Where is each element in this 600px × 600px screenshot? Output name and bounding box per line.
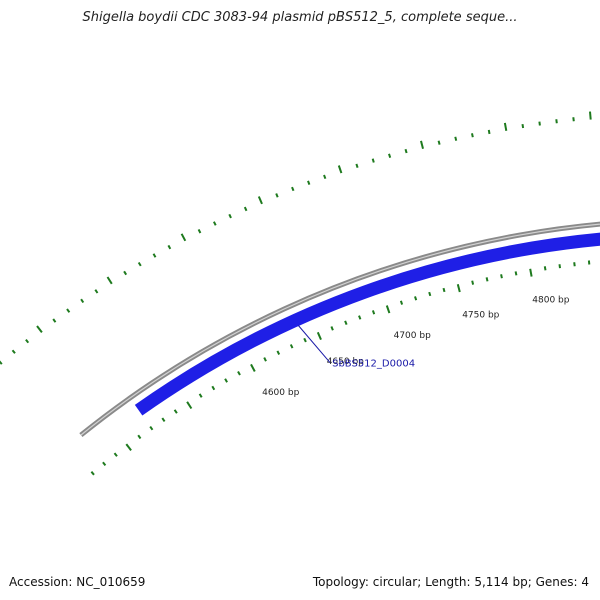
- outer-tick-mark: [371, 158, 375, 163]
- inner-tick-mark: [186, 401, 193, 410]
- inner-tick-mark: [237, 371, 241, 376]
- outer-tick-mark: [80, 298, 85, 304]
- inner-tick-mark: [471, 280, 475, 285]
- inner-tick-mark: [161, 417, 166, 422]
- outer-tick-mark: [572, 117, 575, 122]
- inner-tick-mark: [102, 461, 107, 467]
- outer-tick-mark: [503, 122, 508, 131]
- outer-tick-mark: [404, 148, 408, 154]
- inner-tick-mark: [276, 350, 281, 355]
- ruler-label: 4750 bp: [462, 310, 499, 320]
- outer-tick-mark: [355, 163, 359, 169]
- gene-SbBS512_D0004[interactable]: [134, 232, 600, 416]
- gene-track: [134, 232, 600, 416]
- outer-tick-mark: [228, 213, 232, 219]
- ruler-label: 4800 bp: [532, 295, 569, 305]
- inner-tick-mark: [399, 300, 404, 305]
- outer-tick-mark: [0, 360, 3, 365]
- outer-tick-mark: [471, 133, 474, 138]
- inner-tick-mark: [385, 305, 391, 314]
- outer-tick-mark: [555, 119, 558, 124]
- inner-tick-mark: [543, 266, 547, 271]
- inner-tick-mark: [250, 363, 256, 372]
- inner-tick-mark: [442, 287, 446, 293]
- inner-tick-mark: [371, 310, 376, 315]
- inner-tick-mark: [573, 262, 576, 267]
- outer-tick-mark: [291, 186, 295, 192]
- inner-tick-mark: [558, 264, 561, 269]
- outer-tick-mark: [437, 140, 441, 145]
- inner-tick-mark: [514, 271, 518, 276]
- accession-label: Accession: NC_010659: [9, 575, 146, 589]
- outer-tick-mark: [323, 174, 327, 180]
- outer-tick-mark: [152, 253, 157, 258]
- ruler-label: 4650 bp: [327, 357, 364, 367]
- outer-tick-mark: [420, 140, 424, 149]
- ruler-label: 4600 bp: [262, 388, 299, 398]
- outer-tick-mark: [52, 318, 57, 323]
- inner-tick-mark: [428, 291, 432, 297]
- outer-tick-mark: [521, 123, 525, 129]
- inner-tick-mark: [211, 385, 216, 391]
- inner-tick-mark: [113, 452, 118, 457]
- outer-tick-mark: [123, 270, 128, 276]
- inner-tick-mark: [173, 409, 178, 414]
- outer-tick-mark: [275, 193, 279, 198]
- inner-tick-mark: [529, 268, 533, 277]
- inner-tick-mark: [149, 426, 154, 431]
- outer-tick-mark: [243, 206, 248, 212]
- outer-tick-mark: [25, 338, 30, 344]
- inner-tick-mark: [485, 277, 489, 282]
- backbone-track: [79, 221, 600, 438]
- inner-tick-mark: [90, 471, 95, 476]
- outer-tick-mark: [388, 153, 392, 158]
- outer-tick-mark: [589, 111, 592, 120]
- inner-tick-mark: [456, 284, 461, 293]
- outer-tick-mark: [213, 221, 217, 226]
- inner-tick-mark: [303, 337, 307, 343]
- outer-tick-mark: [167, 244, 172, 250]
- outer-tick-mark: [11, 349, 16, 354]
- outer-tick-mark: [94, 289, 99, 294]
- inner-tick-mark: [500, 274, 503, 279]
- inner-tick-mark: [263, 357, 267, 362]
- inner-tick-mark: [289, 344, 294, 349]
- outer-tick-mark: [197, 228, 202, 234]
- outer-tick-mark: [257, 196, 263, 205]
- outer-tick-mark: [307, 180, 311, 185]
- map-stats-label: Topology: circular; Length: 5,114 bp; Ge…: [312, 575, 589, 589]
- inner-tick-mark: [137, 434, 142, 440]
- inner-tick-mark: [414, 296, 418, 301]
- outer-tick-mark: [66, 308, 71, 313]
- gene-label-connector: [298, 325, 331, 364]
- inner-tick-mark: [125, 443, 132, 452]
- inner-tick-track: [90, 260, 591, 476]
- outer-tick-mark: [36, 325, 43, 334]
- outer-tick-mark: [487, 129, 491, 135]
- gene-labels: SbBS512_D0004: [298, 325, 415, 370]
- inner-tick-mark: [358, 315, 362, 320]
- outer-tick-mark: [180, 233, 187, 242]
- outer-tick-mark: [454, 136, 458, 141]
- backbone-highlight: [80, 223, 600, 436]
- outer-tick-mark: [538, 121, 541, 126]
- inner-tick-mark: [224, 378, 228, 383]
- inner-tick-mark: [198, 393, 203, 398]
- inner-tick-mark: [330, 326, 334, 331]
- inner-tick-mark: [344, 320, 348, 325]
- outer-tick-mark: [337, 165, 343, 174]
- gene-label: SbBS512_D0004: [332, 359, 415, 370]
- outer-tick-mark: [137, 261, 142, 267]
- map-title: Shigella boydii CDC 3083-94 plasmid pBS5…: [82, 10, 518, 25]
- ruler-label: 4700 bp: [394, 331, 431, 341]
- outer-tick-mark: [106, 276, 113, 285]
- outer-tick-track: [0, 111, 592, 365]
- inner-tick-mark: [316, 331, 322, 341]
